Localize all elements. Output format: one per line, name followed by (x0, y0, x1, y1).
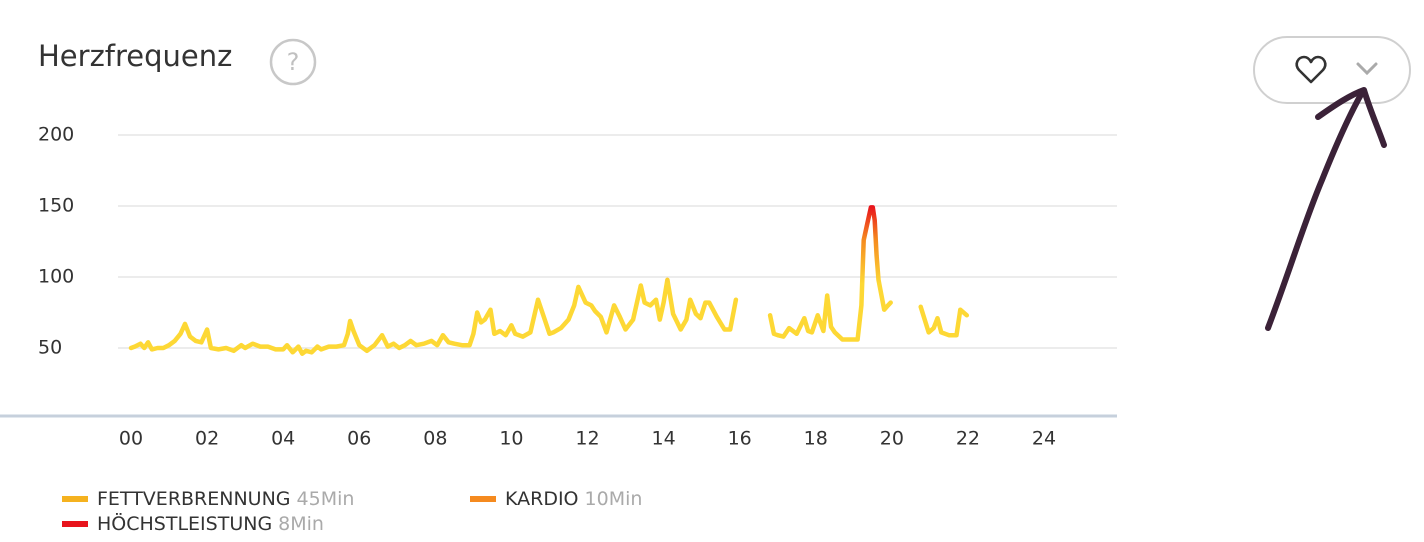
chart-title: Herzfrequenz (38, 39, 232, 73)
legend-swatch (62, 496, 88, 502)
x-tick-label: 22 (956, 428, 980, 450)
x-tick-label: 02 (195, 428, 219, 450)
dropdown-button[interactable] (1253, 36, 1411, 104)
x-tick-label: 12 (575, 428, 599, 450)
arrow-shaft (1265, 88, 1366, 331)
x-tick-label: 06 (347, 428, 371, 450)
heart-icon[interactable] (1295, 55, 1327, 84)
button-frame[interactable] (1253, 36, 1411, 104)
annotation-arrow (1265, 87, 1387, 331)
help-circle[interactable] (269, 38, 317, 86)
y-tick-label: 100 (38, 266, 74, 288)
x-tick-label: 00 (119, 428, 143, 450)
x-tick-label: 20 (880, 428, 904, 450)
x-tick-label: 10 (499, 428, 523, 450)
legend-name: FETTVERBRENNUNG (97, 488, 291, 510)
x-tick-label: 08 (423, 428, 447, 450)
arrow-head (1315, 87, 1387, 148)
legend-swatch (62, 521, 88, 527)
x-tick-label: 24 (1032, 428, 1056, 450)
x-tick-label: 16 (728, 428, 752, 450)
legend-duration: 45Min (297, 488, 355, 510)
help-button[interactable]: ? (269, 38, 317, 86)
legend-label: HÖCHSTLEISTUNG 8Min (97, 512, 324, 535)
help-label[interactable]: ? (287, 48, 300, 76)
legend-name: KARDIO (505, 488, 579, 510)
x-tick-label: 18 (804, 428, 828, 450)
heart-rate-line (128, 205, 970, 356)
y-tick-label: 50 (38, 337, 62, 359)
legend-item: KARDIO 10Min (470, 488, 642, 510)
legend-name: HÖCHSTLEISTUNG (97, 512, 272, 535)
chevron-icon[interactable] (1356, 62, 1378, 76)
x-tick-label: 14 (651, 428, 675, 450)
legend-duration: 8Min (278, 513, 324, 535)
legend-label: FETTVERBRENNUNG 45Min (97, 488, 354, 510)
legend-item: FETTVERBRENNUNG 45Min (62, 488, 354, 510)
legend-label: KARDIO 10Min (505, 488, 642, 510)
legend-duration: 10Min (585, 488, 643, 510)
x-tick-label: 04 (271, 428, 295, 450)
y-tick-label: 150 (38, 195, 74, 217)
legend-item: HÖCHSTLEISTUNG 8Min (62, 512, 324, 535)
legend-swatch (470, 496, 496, 502)
y-tick-label: 200 (38, 124, 74, 146)
